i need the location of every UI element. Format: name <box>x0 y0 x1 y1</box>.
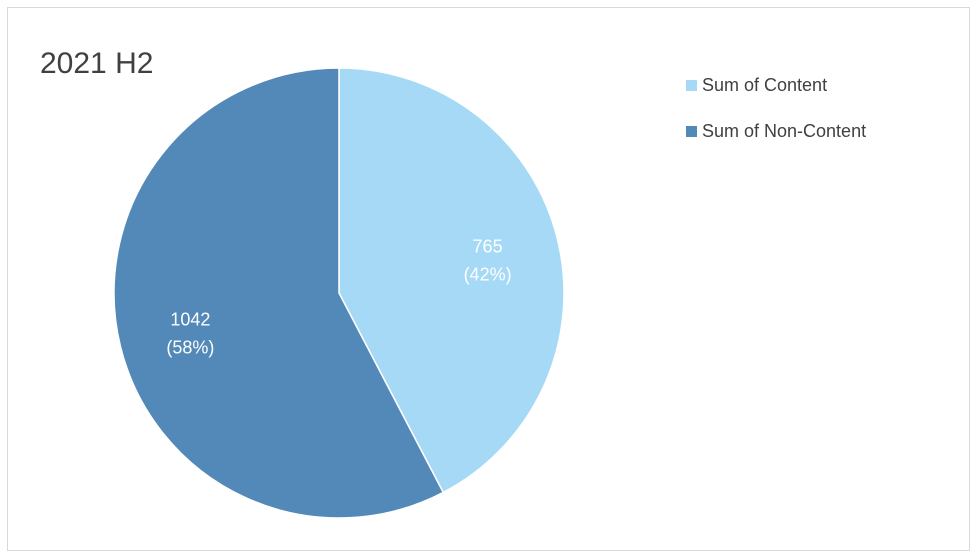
legend-swatch-non-content <box>686 125 697 137</box>
data-label-content-percent: (42%) <box>464 265 512 285</box>
legend-swatch-content <box>686 79 697 91</box>
pie-slice-non-content <box>113 67 445 519</box>
legend-label-non-content: Sum of Non-Content <box>702 120 867 141</box>
data-label-non-content-value: 1042 <box>170 309 210 329</box>
data-label-non-content: 1042 (58%) <box>166 309 214 357</box>
data-label-content: 765 (42%) <box>464 237 512 285</box>
chart-title: 2021 H2 <box>40 47 154 80</box>
legend-item-non-content: Sum of Non-Content <box>686 120 866 142</box>
data-label-non-content-percent: (58%) <box>166 337 214 357</box>
legend-label-content: Sum of Content <box>702 74 828 95</box>
legend-item-content: Sum of Content <box>686 74 866 96</box>
data-label-content-value: 765 <box>473 237 503 257</box>
legend: Sum of Content Sum of Non-Content <box>686 74 866 166</box>
pie-slice-content <box>338 67 565 494</box>
